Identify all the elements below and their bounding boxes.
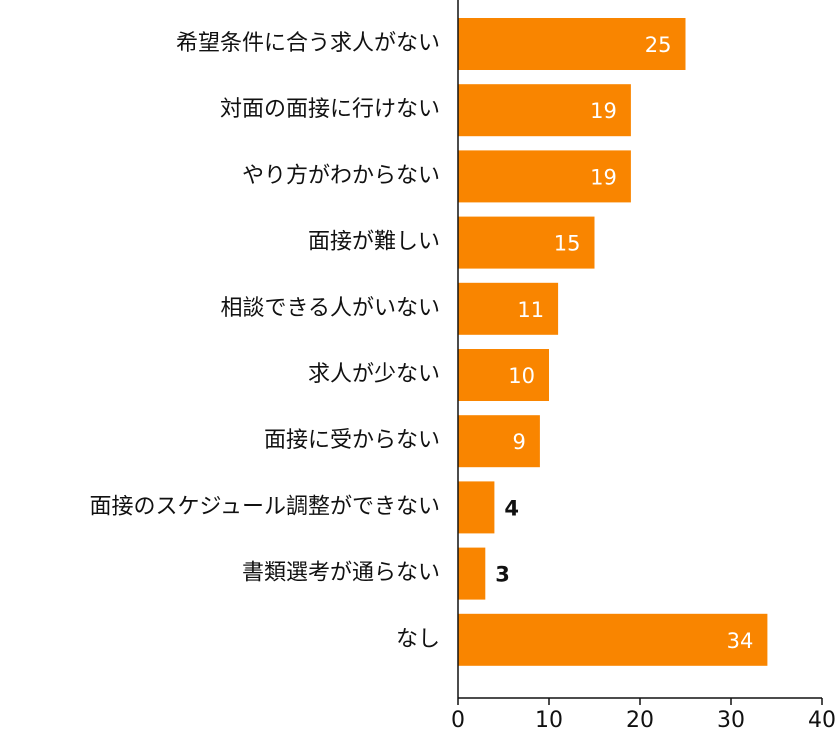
value-label: 15: [554, 232, 581, 256]
bar: [458, 481, 495, 534]
value-label: 34: [727, 629, 754, 653]
value-label: 25: [645, 33, 672, 57]
bar: [458, 547, 486, 600]
bar: [458, 84, 631, 137]
x-tick-label: 20: [626, 708, 654, 733]
y-tick-label: 面接のスケジュール調整ができない: [90, 494, 440, 519]
bar: [458, 613, 768, 666]
value-label: 3: [495, 563, 510, 587]
y-tick-label: なし: [396, 627, 440, 652]
bar: [458, 349, 549, 401]
value-label: 4: [504, 496, 519, 520]
bar: [458, 18, 686, 70]
value-label: 19: [590, 165, 617, 189]
value-label: 19: [590, 99, 617, 123]
bar: [458, 150, 631, 203]
bar: [458, 415, 540, 468]
y-tick-label: 面接に受からない: [264, 428, 440, 453]
x-tick-label: 0: [451, 708, 465, 733]
y-tick-label: やり方がわからない: [242, 163, 440, 188]
bar: [458, 282, 559, 335]
y-tick-label: 書類選考が通らない: [242, 561, 440, 586]
y-tick-label: 相談できる人がいない: [220, 296, 440, 321]
y-tick-label: 求人が少ない: [308, 362, 440, 387]
x-tick-label: 40: [808, 708, 836, 733]
value-label: 10: [508, 364, 535, 388]
x-tick-label: 10: [535, 708, 563, 733]
y-tick-label: 希望条件に合う求人がない: [176, 31, 440, 56]
value-label: 11: [517, 298, 544, 322]
y-tick-label: 対面の面接に行けない: [220, 97, 440, 122]
bar: [458, 216, 595, 269]
value-label: 9: [513, 430, 526, 454]
x-tick-label: 30: [717, 708, 745, 733]
y-tick-label: 面接が難しい: [308, 230, 440, 255]
